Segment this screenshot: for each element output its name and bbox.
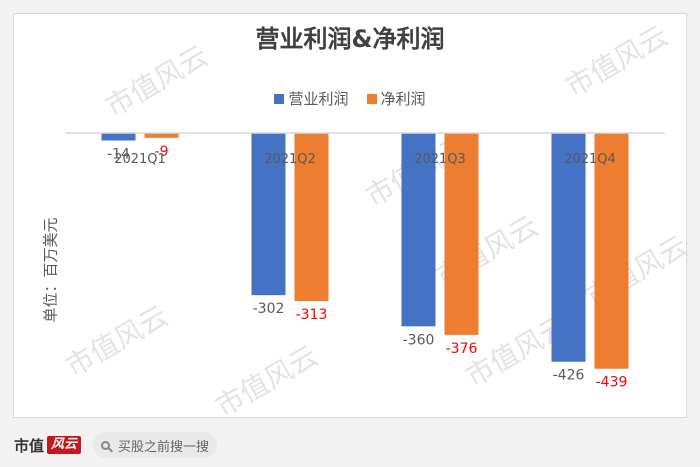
chart-title: 营业利润&净利润: [255, 25, 445, 53]
bar-operating: [251, 133, 286, 296]
x-tick-label: 2021Q2: [264, 152, 316, 167]
chart-legend: 营业利润 净利润: [0, 88, 700, 109]
data-label-net: -313: [296, 307, 328, 323]
x-tick-label: 2021Q3: [414, 152, 466, 167]
brand-name: 市值: [14, 436, 45, 455]
data-label-net: -439: [596, 375, 628, 391]
data-label-operating: -360: [403, 332, 435, 348]
search-box[interactable]: 买股之前搜一搜: [93, 432, 218, 458]
search-placeholder: 买股之前搜一搜: [118, 439, 210, 455]
x-tick-label: 2021Q4: [564, 152, 616, 167]
bar-net: [294, 133, 329, 302]
brand-mark: 风云: [47, 436, 82, 454]
x-tick-label: 2021Q1: [114, 152, 166, 167]
legend-item-net: 净利润: [366, 88, 426, 109]
data-label-operating: -302: [253, 301, 285, 317]
bar-operating: [401, 133, 436, 327]
legend-label-operating: 营业利润: [288, 90, 349, 108]
bar-net: [444, 133, 479, 335]
legend-swatch-net: [366, 93, 377, 104]
brand-logo: 市值 风云: [14, 435, 82, 456]
legend-label-net: 净利润: [380, 90, 426, 108]
bar-operating: [101, 133, 136, 141]
data-label-net: -9: [155, 144, 169, 160]
search-icon: [101, 440, 111, 450]
legend-swatch-operating: [274, 93, 285, 104]
data-label-net: -376: [446, 341, 478, 357]
data-label-operating: -426: [553, 368, 585, 384]
bar-net: [144, 133, 179, 138]
bar-net: [594, 133, 629, 369]
footer-bar: 市值 风云 买股之前搜一搜: [0, 423, 700, 467]
legend-item-operating: 营业利润: [274, 88, 349, 109]
data-label-operating: -14: [107, 147, 130, 163]
bar-operating: [551, 133, 586, 362]
